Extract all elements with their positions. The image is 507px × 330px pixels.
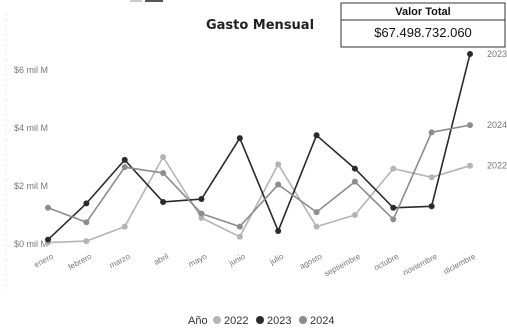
- x-tick-label: diciembre: [442, 252, 477, 276]
- x-tick-label: agosto: [298, 252, 324, 271]
- data-point-2022[interactable]: [351, 212, 358, 218]
- top-tab-mark-active: [145, 0, 163, 2]
- legend-item-2024[interactable]: 2024: [310, 315, 334, 327]
- x-tick-label: noviembre: [401, 252, 439, 278]
- y-tick-label: $4 mil M: [14, 123, 48, 133]
- data-point-2022[interactable]: [467, 162, 473, 169]
- data-point-2022[interactable]: [83, 238, 90, 245]
- data-point-2024[interactable]: [390, 216, 397, 223]
- kpi-card-border: [340, 2, 506, 48]
- x-tick-label: enero: [33, 252, 56, 270]
- y-tick-label: $2 mil M: [14, 181, 48, 191]
- data-point-2024[interactable]: [351, 178, 358, 185]
- data-point-2024[interactable]: [198, 210, 205, 217]
- x-tick-label: mayo: [187, 252, 209, 269]
- data-point-2022[interactable]: [390, 165, 397, 172]
- series-end-label-2024: 2024: [487, 120, 507, 130]
- series-line-2024: [47, 124, 471, 228]
- data-point-2023[interactable]: [390, 204, 397, 211]
- data-point-2023[interactable]: [121, 156, 128, 163]
- data-point-2022[interactable]: [160, 154, 167, 160]
- data-point-2024[interactable]: [45, 204, 51, 211]
- data-point-2024[interactable]: [121, 164, 128, 171]
- data-point-2023[interactable]: [467, 51, 473, 58]
- data-point-2023[interactable]: [313, 132, 320, 139]
- y-tick-label: $6 mil M: [14, 65, 48, 75]
- data-point-2022[interactable]: [275, 161, 282, 168]
- data-point-2024[interactable]: [428, 129, 435, 136]
- series-line-2022: [47, 156, 471, 244]
- data-point-2023[interactable]: [275, 227, 282, 234]
- data-point-2024[interactable]: [467, 122, 473, 129]
- x-tick-label: junio: [227, 252, 248, 269]
- data-point-2023[interactable]: [160, 198, 167, 205]
- data-point-2023[interactable]: [198, 196, 205, 203]
- data-point-2024[interactable]: [160, 169, 167, 176]
- data-point-2022[interactable]: [428, 174, 435, 181]
- x-tick-label: julio: [267, 252, 285, 267]
- x-tick-label: marzo: [108, 252, 132, 271]
- x-axis-ticks: enero febrero marzo abril mayo junio julio agos…: [33, 252, 478, 279]
- data-point-2024[interactable]: [275, 181, 282, 188]
- data-point-2024[interactable]: [236, 223, 243, 230]
- data-point-2022[interactable]: [313, 223, 320, 230]
- data-point-2023[interactable]: [428, 203, 435, 210]
- data-point-2022[interactable]: [121, 223, 128, 230]
- data-point-2024[interactable]: [313, 209, 320, 216]
- series-end-label-2023: 2023: [487, 49, 507, 59]
- x-tick-label: septiembre: [323, 252, 363, 279]
- data-point-2023[interactable]: [236, 135, 243, 142]
- data-point-2023[interactable]: [83, 200, 90, 207]
- legend-item-2023[interactable]: 2023: [267, 315, 291, 327]
- series-end-label-2022: 2022: [487, 161, 507, 171]
- x-tick-label: octubre: [372, 252, 400, 273]
- data-point-2022[interactable]: [236, 233, 243, 240]
- legend: Año 2022 2023 2024: [188, 315, 334, 327]
- data-point-2023[interactable]: [351, 165, 358, 172]
- y-axis-ticks: $0 mil M $2 mil M $4 mil M $6 mil M: [14, 65, 48, 249]
- legend-marker-2022: [213, 316, 221, 324]
- data-point-2023[interactable]: [45, 236, 51, 243]
- data-point-2022[interactable]: [198, 214, 205, 221]
- legend-marker-2024: [299, 316, 307, 324]
- legend-marker-2023: [256, 316, 264, 324]
- series-end-labels: 2022 2023 2024: [487, 49, 507, 171]
- legend-title: Año: [188, 315, 208, 327]
- kpi-title: Valor Total: [395, 6, 450, 18]
- y-tick-label: $0 mil M: [14, 239, 48, 249]
- x-tick-label: abril: [152, 252, 170, 267]
- top-tab-mark: [130, 0, 142, 2]
- kpi-card[interactable]: Valor Total $67.498.732.060: [340, 2, 506, 48]
- kpi-value: $67.498.732.060: [374, 25, 472, 40]
- data-point-2024[interactable]: [83, 219, 90, 226]
- chart-title: Gasto Mensual: [206, 18, 314, 33]
- legend-item-2022[interactable]: 2022: [224, 315, 248, 327]
- series-layer: [45, 51, 473, 246]
- series-line-2023: [47, 53, 471, 241]
- x-tick-label: febrero: [67, 252, 94, 272]
